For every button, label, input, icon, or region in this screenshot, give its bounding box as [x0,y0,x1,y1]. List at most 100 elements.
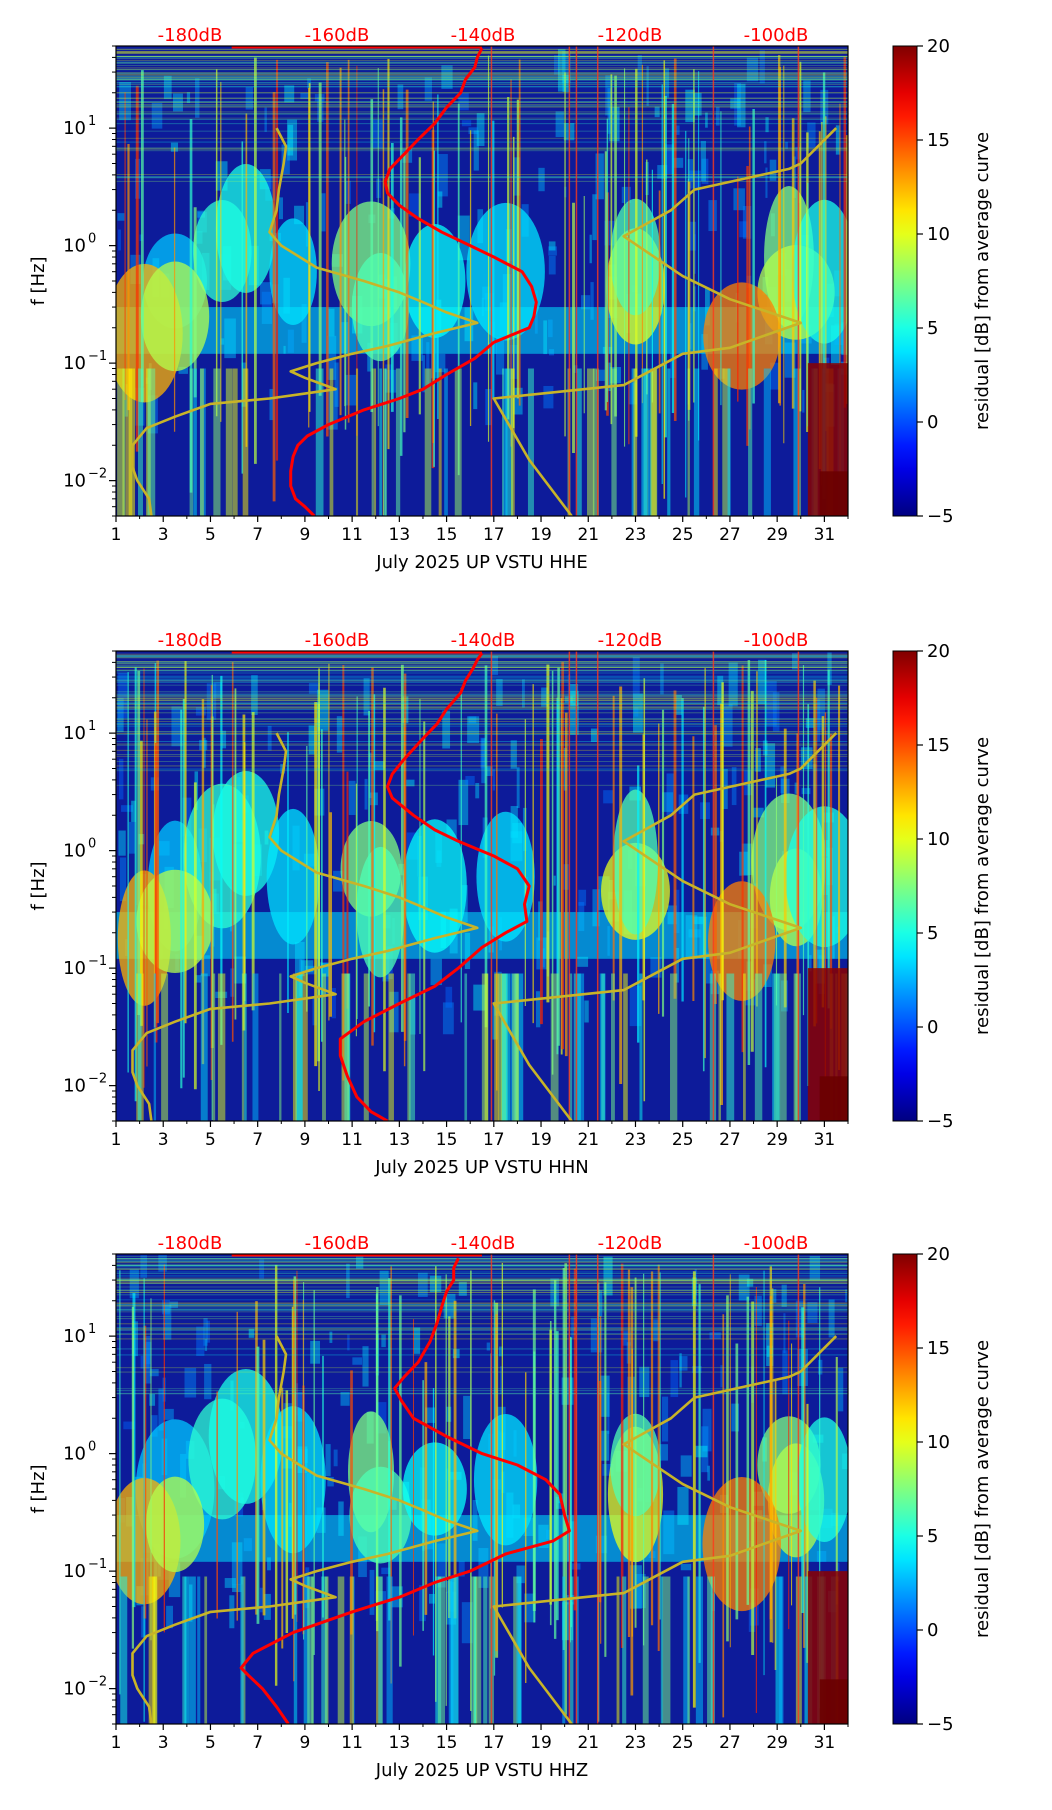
x-tick-label: 15 [436,525,458,545]
x-tick-label: 23 [625,1733,647,1753]
x-axis-label: July 2025 UP VSTU HHZ [375,1760,588,1781]
colorbar-tick-label: 15 [927,1338,950,1359]
y-tick-label: 10 [63,118,86,139]
colorbar-tick-label: 20 [927,1244,950,1265]
series-line-3 [492,732,838,1121]
x-tick-label: 23 [625,525,647,545]
series-line-1 [289,47,538,516]
db-scale-label: -140dB [451,25,516,46]
colorbar-tick-label: 10 [927,829,950,850]
y-tick-exponent: 0 [88,837,96,852]
db-scale-label: -120dB [598,25,663,46]
y-tick-exponent: −1 [88,1557,107,1572]
x-tick-label: 27 [719,525,741,545]
y-tick-exponent: −2 [88,467,107,482]
colorbar-tick-label: 20 [927,641,950,662]
y-tick-exponent: −2 [88,1072,107,1087]
x-tick-label: 29 [766,1130,788,1150]
x-tick-label: 5 [205,1130,216,1150]
y-tick-exponent: −1 [88,349,107,364]
y-tick-exponent: 1 [88,719,96,734]
colorbar-tick-label: 0 [927,1620,938,1641]
series-line-3 [492,1335,838,1724]
x-axis-label: July 2025 UP VSTU HHN [374,1157,589,1178]
x-tick-label: 31 [814,1130,836,1150]
db-scale-label: -100dB [744,1233,809,1254]
colorbar-tick-label: 0 [927,1017,938,1038]
x-tick-label: 13 [389,525,411,545]
series-line-2 [131,1335,479,1724]
x-tick-label: 15 [436,1733,458,1753]
db-scale-label: -120dB [598,630,663,651]
x-tick-label: 15 [436,1130,458,1150]
x-tick-label: 27 [719,1130,741,1150]
db-scale-label: -160dB [305,1233,370,1254]
x-tick-label: 11 [341,1733,363,1753]
db-scale-label: -100dB [744,25,809,46]
x-tick-label: 13 [389,1733,411,1753]
x-tick-label: 25 [672,1733,694,1753]
x-tick-label: 5 [205,525,216,545]
colorbar-tick-label: 20 [927,36,950,57]
x-tick-label: 13 [389,1130,411,1150]
colorbar-tick-label: 0 [927,412,938,433]
series-line-2 [131,127,479,516]
x-tick-label: 9 [299,1733,310,1753]
x-tick-label: 7 [252,525,263,545]
series-line-1 [239,1257,571,1724]
x-tick-label: 21 [577,1130,599,1150]
x-tick-label: 19 [530,1130,552,1150]
y-tick-exponent: 0 [88,1440,96,1455]
y-tick-label: 10 [63,236,86,257]
x-axis-label: July 2025 UP VSTU HHE [375,552,587,573]
db-scale-label: -160dB [305,25,370,46]
spectrogram [116,1254,848,1724]
x-tick-label: 29 [766,1733,788,1753]
db-scale-label: -180dB [158,1233,223,1254]
x-tick-label: 9 [299,525,310,545]
y-axis-label: f [Hz] [28,861,49,910]
y-tick-exponent: −2 [88,1675,107,1690]
colorbar-tick-label: −5 [927,506,954,527]
colorbar-label: residual [dB] from average curve [972,1340,993,1638]
spectrogram [116,651,848,1121]
db-scale-label: -180dB [158,25,223,46]
x-tick-label: 11 [341,1130,363,1150]
y-tick-exponent: 1 [88,114,96,129]
series-line-3 [492,127,838,516]
y-axis-label: f [Hz] [28,1464,49,1513]
x-tick-label: 1 [111,525,122,545]
series-line-2 [131,732,479,1121]
db-scale-label: -120dB [598,1233,663,1254]
x-tick-label: 29 [766,525,788,545]
y-tick-label: 10 [63,958,86,979]
y-tick-label: 10 [63,471,86,492]
colorbar-tick-label: −5 [927,1714,954,1735]
x-tick-label: 21 [577,1733,599,1753]
colorbar-tick-label: 5 [927,923,938,944]
x-tick-label: 27 [719,1733,741,1753]
y-tick-exponent: 1 [88,1322,96,1337]
y-tick-label: 10 [63,1679,86,1700]
y-tick-label: 10 [63,1444,86,1465]
x-tick-label: 21 [577,525,599,545]
x-tick-label: 25 [672,525,694,545]
colorbar-tick-label: 10 [927,1432,950,1453]
y-tick-label: 10 [63,1561,86,1582]
x-tick-label: 3 [158,1130,169,1150]
x-tick-label: 31 [814,525,836,545]
db-scale-label: -160dB [305,630,370,651]
x-tick-label: 1 [111,1130,122,1150]
db-scale-label: -180dB [158,630,223,651]
x-tick-label: 7 [252,1130,263,1150]
x-tick-label: 1 [111,1733,122,1753]
colorbar-tick-label: 15 [927,735,950,756]
colorbar-tick-label: 5 [927,318,938,339]
db-scale-label: -100dB [744,630,809,651]
colorbar: −5 0 5 10 15 20 residual [dB] from average cur… [892,641,993,1132]
colorbar-tick-label: 10 [927,224,950,245]
